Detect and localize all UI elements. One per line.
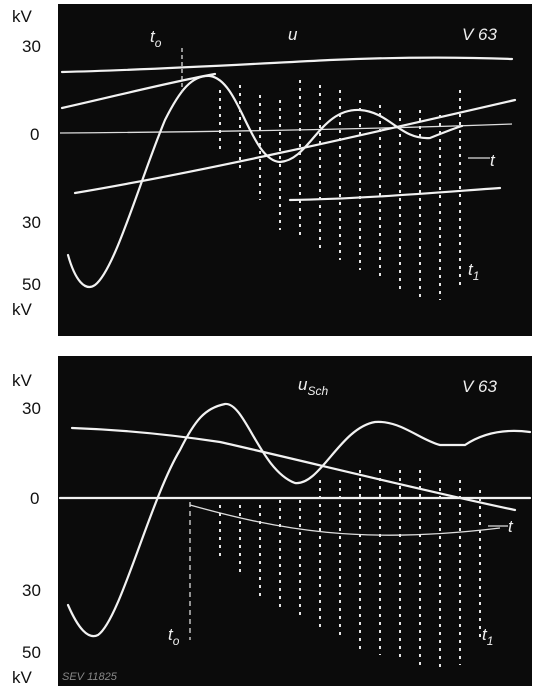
tick-label: 30 bbox=[22, 213, 41, 232]
t1-label: t1 bbox=[468, 260, 479, 283]
unit-label: kV bbox=[12, 371, 33, 390]
tick-label: 0 bbox=[30, 125, 39, 144]
unit-label: kV bbox=[12, 668, 33, 687]
reference-label: SEV 11825 bbox=[62, 671, 118, 683]
tick-label: 30 bbox=[22, 399, 41, 418]
tick-label: 30 bbox=[22, 581, 41, 600]
t1-label: t1 bbox=[482, 625, 493, 648]
bottom-traces bbox=[58, 402, 532, 670]
code-label: V 63 bbox=[462, 25, 498, 44]
unit-label: kV bbox=[12, 300, 33, 319]
tick-label: 30 bbox=[22, 37, 41, 56]
top-traces bbox=[59, 48, 517, 300]
signal-label: uSch bbox=[298, 375, 328, 398]
code-label: V 63 bbox=[462, 377, 498, 396]
tick-label: 50 bbox=[22, 275, 41, 294]
signal-label: u bbox=[288, 25, 298, 44]
unit-label: kV bbox=[12, 7, 33, 26]
time-label: t bbox=[508, 517, 514, 536]
top-panel bbox=[58, 4, 532, 336]
t0-label: to bbox=[168, 625, 180, 648]
tick-label: 50 bbox=[22, 643, 41, 662]
time-label: t bbox=[490, 151, 496, 170]
tick-label: 0 bbox=[30, 489, 39, 508]
t0-label: to bbox=[150, 27, 162, 50]
bottom-panel bbox=[58, 356, 532, 686]
